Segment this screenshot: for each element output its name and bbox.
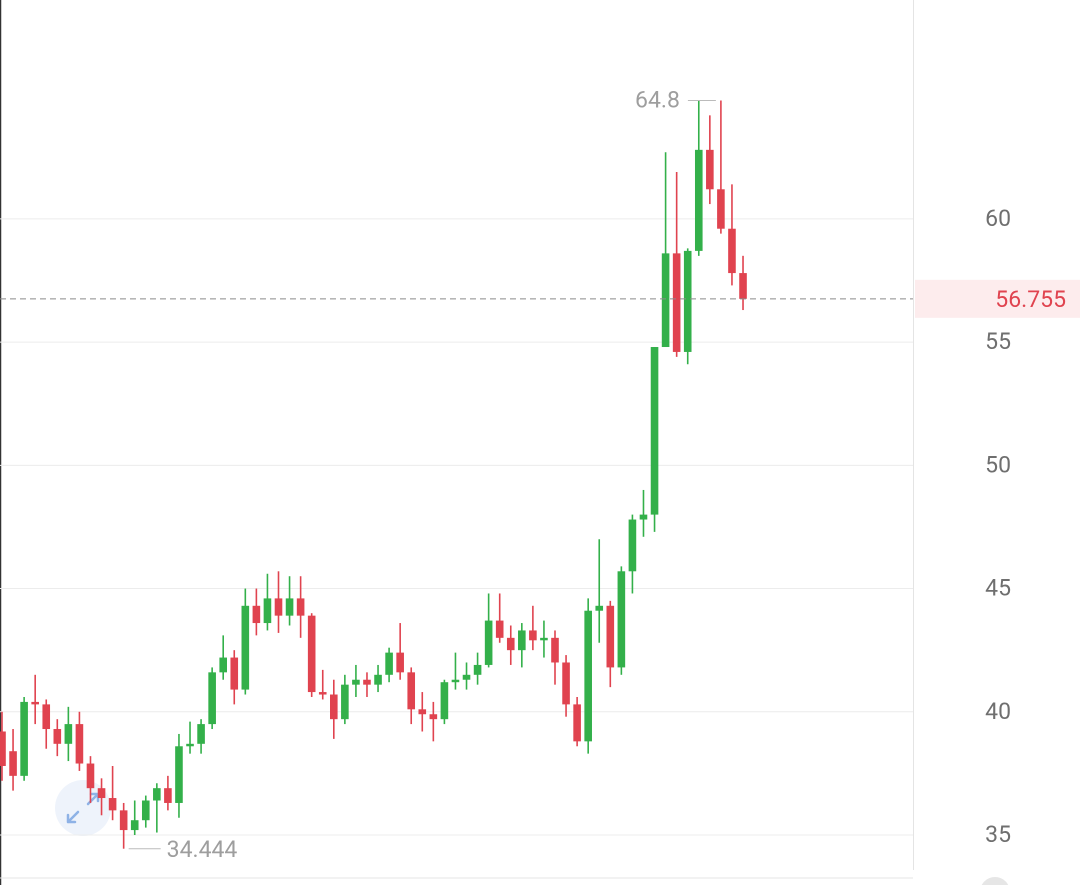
y-tick-label: 35 xyxy=(985,821,1011,848)
candle-body xyxy=(628,519,637,572)
candle-body xyxy=(562,662,570,705)
candle-body xyxy=(20,701,28,776)
candle-body xyxy=(307,615,316,693)
candle-body xyxy=(341,684,349,720)
candle-body xyxy=(330,694,338,720)
y-tick-label: 60 xyxy=(985,205,1011,232)
scroll-button[interactable] xyxy=(980,877,1010,885)
candle-body xyxy=(551,637,559,663)
candle-body xyxy=(9,751,17,776)
candle-body xyxy=(197,724,205,744)
candle-body xyxy=(407,672,416,710)
candle-body xyxy=(252,605,261,624)
candle-body xyxy=(506,637,515,651)
candle-body xyxy=(595,605,604,611)
candle-body xyxy=(53,729,62,744)
candle-body xyxy=(617,571,626,668)
candle-body xyxy=(396,652,404,673)
expand-icon xyxy=(66,792,100,824)
y-tick-label: 45 xyxy=(985,575,1011,602)
candle-body xyxy=(352,679,360,685)
candle-body xyxy=(175,746,183,803)
candle-body xyxy=(42,704,51,730)
candle-body xyxy=(639,514,648,520)
candle-body xyxy=(363,679,371,685)
candle-body xyxy=(584,610,592,742)
candle-body xyxy=(119,810,128,831)
candle-body xyxy=(418,709,427,715)
candle-body xyxy=(31,701,39,705)
candle-body xyxy=(728,228,736,274)
candle-body xyxy=(219,657,227,673)
candle-body xyxy=(694,149,703,251)
candle-body xyxy=(97,788,106,799)
candle-body xyxy=(429,714,438,720)
candle-body xyxy=(462,674,471,680)
candle-body xyxy=(285,598,294,616)
candle-body xyxy=(573,704,581,742)
candle-body xyxy=(518,630,526,651)
expand-button[interactable] xyxy=(55,780,111,836)
candle-body xyxy=(318,692,327,695)
candle-body xyxy=(75,724,84,764)
candle-body xyxy=(153,788,161,801)
candle-body xyxy=(0,731,6,766)
candle-body xyxy=(108,798,117,811)
candle-body xyxy=(672,253,681,352)
candle-body xyxy=(540,637,548,641)
candle-body xyxy=(706,149,714,190)
candle-body xyxy=(473,664,482,675)
candle-body xyxy=(661,253,670,348)
grid xyxy=(0,218,913,836)
candle-body xyxy=(274,598,283,616)
max-label: 64.8 xyxy=(635,87,680,114)
candle-body xyxy=(86,763,95,789)
candle-body xyxy=(141,800,150,821)
candle-body xyxy=(208,672,216,725)
candle-body xyxy=(683,250,692,352)
candle-body xyxy=(650,347,659,515)
candle-body xyxy=(374,674,382,685)
candle-body xyxy=(296,598,305,616)
candle-body xyxy=(495,620,504,638)
candle-body xyxy=(385,652,393,675)
y-tick-label: 55 xyxy=(985,328,1011,355)
candle-body xyxy=(241,605,250,690)
candle-body xyxy=(230,657,239,690)
candle-body xyxy=(717,189,725,229)
candle-body xyxy=(130,820,139,831)
candles xyxy=(0,100,747,849)
candle-body xyxy=(164,788,172,803)
candle-body xyxy=(529,630,537,641)
candle-body xyxy=(739,273,747,299)
min-label: 34.444 xyxy=(167,836,238,863)
candle-body xyxy=(64,724,73,744)
y-tick-label: 50 xyxy=(985,451,1011,478)
candle-body xyxy=(451,679,460,683)
candle-body xyxy=(606,605,615,668)
last-price-label: 56.755 xyxy=(995,286,1066,313)
candle-body xyxy=(440,682,449,720)
candle-body xyxy=(263,598,272,624)
y-tick-label: 40 xyxy=(985,698,1011,725)
candle-body xyxy=(484,620,493,665)
last-price-box xyxy=(915,279,1080,318)
candle-body xyxy=(186,743,194,747)
